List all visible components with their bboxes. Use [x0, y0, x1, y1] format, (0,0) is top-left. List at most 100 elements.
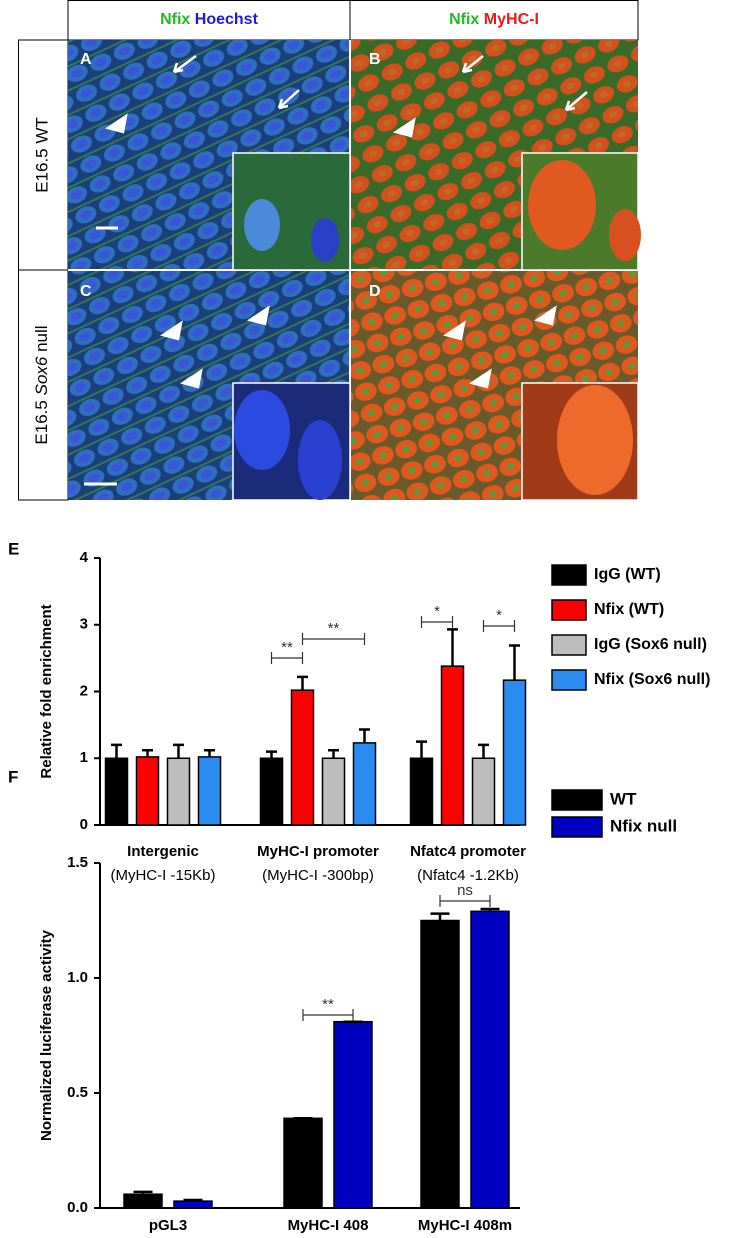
stain: Nfix [449, 11, 479, 28]
error-bar [297, 675, 308, 691]
significance-bracket [439, 895, 491, 907]
panel-letter: A [80, 51, 92, 68]
legend-label: Nfix (Sox6 null) [594, 671, 710, 688]
legend-swatch [551, 789, 603, 811]
bar [290, 689, 315, 826]
x-tick-label: Nfatc4 promoter [410, 843, 526, 860]
legend-label: WT [610, 789, 637, 808]
column-header: Nfix Hoechst [160, 11, 258, 28]
arrow [564, 91, 588, 112]
inset-cell [609, 209, 641, 261]
significance-bracket [302, 1009, 354, 1021]
panel-letter: B [369, 51, 381, 68]
arrowhead [393, 117, 416, 138]
bar [502, 679, 527, 826]
significance-label: ** [328, 620, 340, 637]
error-bar [204, 748, 215, 757]
significance-bracket [270, 652, 304, 664]
row-label-part: E16.5 [32, 400, 51, 444]
x-tick-note: (MyHC-I -15Kb) [110, 867, 215, 884]
arrowhead [105, 113, 128, 134]
row-label: E16.5 Sox6 null [32, 325, 51, 444]
bar [135, 756, 160, 826]
y-tick-label: 3 [80, 616, 88, 633]
significance-label: * [496, 607, 502, 624]
error-bar [328, 748, 339, 759]
panel-letter: D [369, 283, 381, 300]
bar [409, 757, 434, 826]
x-tick-note: (MyHC-I -300bp) [262, 867, 374, 884]
arrowhead [443, 320, 466, 341]
header-box [349, 0, 639, 41]
legend-swatch [551, 634, 587, 656]
bar [440, 665, 465, 826]
error-bar [173, 743, 184, 759]
inset-cell [244, 199, 280, 251]
error-bar [183, 1198, 203, 1202]
arrow [277, 89, 300, 110]
row-label-part: null [32, 325, 51, 351]
legend-label: Nfix null [610, 816, 677, 835]
row-box [18, 39, 69, 271]
bar [197, 756, 222, 826]
bar [166, 757, 191, 826]
legend-label: IgG (WT) [594, 566, 661, 583]
error-bar [478, 743, 489, 759]
arrowhead [160, 320, 183, 341]
bar [321, 757, 346, 826]
legend-label: IgG (Sox6 null) [594, 636, 707, 653]
y-tick-label: 1.0 [67, 969, 88, 986]
stain: Nfix [160, 11, 190, 28]
bar [104, 757, 129, 826]
panel-label: F [8, 767, 18, 786]
significance-label: ** [322, 996, 334, 1013]
error-bar [359, 728, 370, 743]
error-bar [266, 750, 277, 759]
significance-bracket [420, 616, 454, 628]
legend-swatch [551, 669, 587, 691]
significance-label: ns [457, 882, 473, 899]
row-label: E16.5 WT [32, 117, 51, 193]
bar [471, 757, 496, 826]
arrow [172, 54, 197, 74]
error-bar [447, 628, 458, 667]
y-tick-label: 0.0 [67, 1199, 88, 1216]
significance-label: * [434, 603, 440, 620]
error-bar [133, 1190, 153, 1195]
significance-bracket [482, 620, 516, 632]
y-tick-label: 1 [80, 749, 88, 766]
x-tick-label: MyHC-I 408m [418, 1217, 512, 1234]
inset-cell [311, 218, 339, 262]
arrowhead [469, 368, 492, 389]
row-label-part: Sox6 [32, 356, 51, 395]
y-tick-label: 1.5 [67, 854, 88, 871]
legend-label: Nfix (WT) [594, 601, 664, 618]
error-bar [480, 907, 500, 912]
bar [420, 919, 460, 1209]
y-tick-label: 2 [80, 682, 88, 699]
x-tick-label: Intergenic [127, 843, 199, 860]
arrow [461, 55, 484, 74]
bar [283, 1117, 323, 1209]
y-tick-label: 0 [80, 816, 88, 833]
arrowhead [180, 368, 203, 389]
x-tick-label: pGL3 [149, 1217, 187, 1234]
inset-cell [528, 160, 596, 250]
x-tick-note: (Nfatc4 -1.2Kb) [417, 867, 519, 884]
panel-label: E [8, 539, 19, 558]
bar [333, 1020, 373, 1209]
bar [470, 910, 510, 1209]
arrowhead [247, 305, 270, 326]
header-box [67, 0, 351, 41]
legend-swatch [551, 816, 603, 838]
bar [123, 1193, 163, 1209]
error-bar [416, 740, 427, 759]
panel-letter: C [80, 283, 92, 300]
inset-cell [298, 420, 342, 500]
y-tick-label: 4 [80, 549, 89, 566]
y-axis-label: Relative fold enrichment [38, 604, 55, 778]
significance-bracket [301, 633, 366, 645]
x-tick-label: MyHC-I 408 [288, 1217, 369, 1234]
